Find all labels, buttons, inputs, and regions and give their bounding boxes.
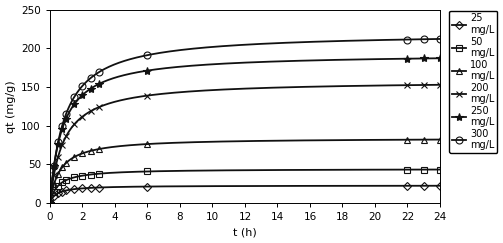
Legend: 25
mg/L, 50
mg/L, 100
mg/L, 200
mg/L, 250
mg/L, 300
mg/L: 25 mg/L, 50 mg/L, 100 mg/L, 200 mg/L, 25… <box>449 10 497 153</box>
Y-axis label: qt (mg/g): qt (mg/g) <box>6 80 16 132</box>
X-axis label: t (h): t (h) <box>233 227 257 237</box>
